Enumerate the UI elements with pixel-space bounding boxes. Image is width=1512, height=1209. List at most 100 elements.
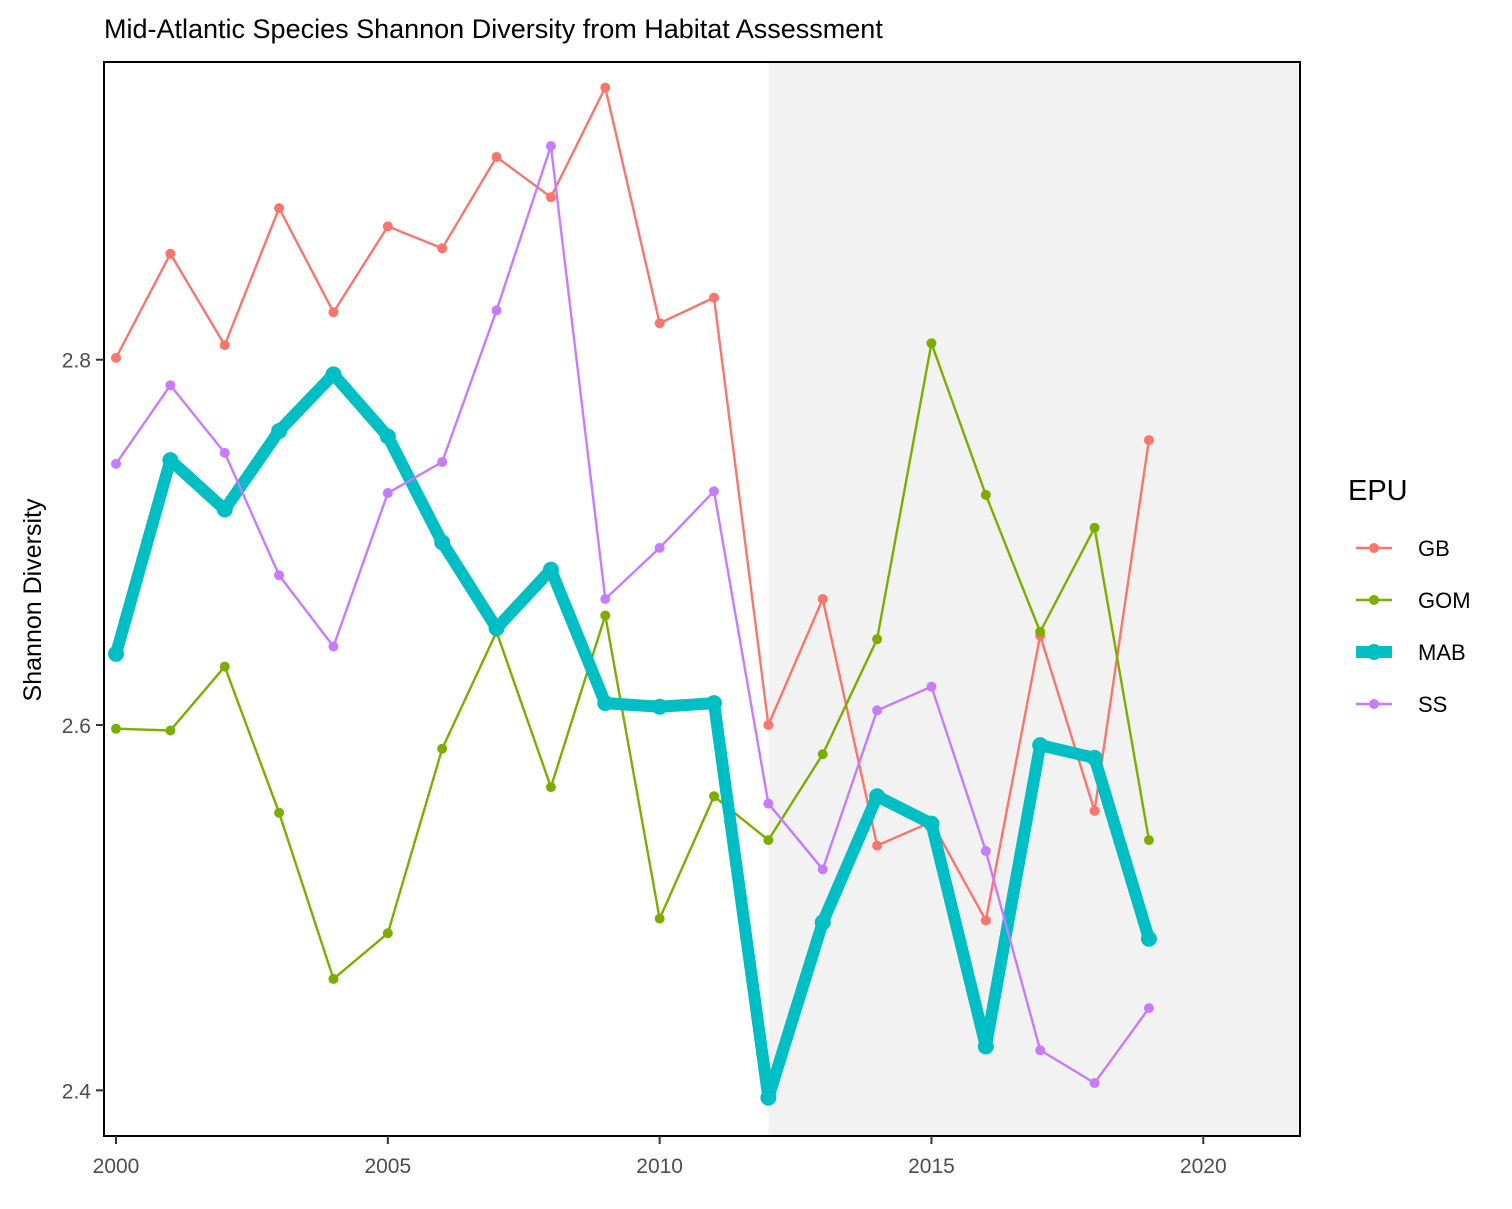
data-point-gb bbox=[763, 720, 774, 731]
data-point-ss bbox=[111, 458, 121, 469]
data-point-mab bbox=[814, 914, 831, 931]
legend-label: MAB bbox=[1418, 640, 1466, 665]
data-point-mab bbox=[271, 422, 288, 439]
data-point-gom bbox=[817, 749, 828, 760]
data-point-ss bbox=[817, 864, 828, 875]
y-axis: 2.4 2.6 2.8 bbox=[62, 350, 104, 1103]
data-point-mab bbox=[542, 561, 559, 578]
data-point-ss bbox=[1035, 1045, 1046, 1056]
data-point-mab bbox=[216, 501, 233, 518]
data-point-ss bbox=[926, 681, 937, 692]
data-point-mab bbox=[108, 645, 124, 662]
x-axis: 2000 2005 2010 2015 2020 bbox=[93, 1136, 1227, 1178]
data-point-ss bbox=[600, 594, 611, 604]
series-line-gom bbox=[114, 342, 1151, 981]
series-line-ss bbox=[114, 144, 1151, 1085]
data-point-mab bbox=[869, 788, 886, 805]
legend-label: SS bbox=[1418, 692, 1447, 717]
data-point-gb bbox=[274, 203, 285, 214]
series-layer bbox=[108, 82, 1157, 1106]
data-point-mab bbox=[706, 695, 722, 712]
legend-key-point bbox=[1369, 699, 1379, 709]
series-ss bbox=[111, 141, 1154, 1089]
data-point-gb bbox=[817, 594, 828, 604]
data-point-gom bbox=[328, 973, 339, 984]
data-point-mab bbox=[488, 620, 505, 637]
data-point-gom bbox=[709, 791, 719, 802]
shaded-projection-region bbox=[768, 62, 1300, 1136]
data-point-gb bbox=[600, 82, 611, 93]
x-tick-label: 2015 bbox=[908, 1155, 955, 1178]
data-point-ss bbox=[1143, 1003, 1154, 1014]
data-point-mab bbox=[977, 1038, 994, 1055]
data-point-gb bbox=[1143, 435, 1154, 446]
data-point-ss bbox=[709, 486, 719, 497]
data-point-gom bbox=[274, 807, 285, 818]
data-point-gom bbox=[545, 782, 556, 793]
data-point-gom bbox=[382, 928, 393, 939]
legend-item-ss: SS bbox=[1356, 692, 1447, 717]
data-point-ss bbox=[382, 488, 393, 499]
data-point-mab bbox=[162, 452, 179, 469]
data-point-mab bbox=[597, 695, 614, 712]
data-point-ss bbox=[763, 798, 774, 809]
data-point-ss bbox=[545, 141, 556, 152]
data-point-ss bbox=[328, 641, 339, 652]
data-point-ss bbox=[491, 305, 502, 316]
legend-item-gom: GOM bbox=[1356, 588, 1471, 613]
data-point-mab bbox=[379, 428, 396, 445]
data-point-gom bbox=[219, 661, 230, 672]
x-tick-label: 2005 bbox=[364, 1155, 411, 1178]
series-line-gb bbox=[114, 86, 1151, 922]
data-point-gb bbox=[872, 840, 883, 851]
data-point-ss bbox=[980, 846, 991, 857]
x-tick-label: 2010 bbox=[636, 1155, 683, 1178]
data-point-gb bbox=[328, 307, 339, 318]
data-point-gom bbox=[763, 835, 774, 846]
data-point-mab bbox=[760, 1089, 777, 1106]
data-point-gb bbox=[111, 352, 121, 363]
data-point-gom bbox=[1089, 522, 1100, 533]
data-point-gb bbox=[491, 151, 502, 162]
data-point-ss bbox=[437, 457, 448, 468]
data-point-gom bbox=[1143, 835, 1154, 846]
data-point-gb bbox=[219, 340, 230, 351]
x-tick-label: 2000 bbox=[93, 1155, 140, 1178]
plot-panel-border bbox=[103, 61, 1301, 1137]
series-line-mab bbox=[110, 368, 1155, 1104]
data-point-gom bbox=[600, 610, 611, 621]
series-gb bbox=[111, 82, 1154, 926]
data-point-gb bbox=[709, 292, 719, 303]
legend-label: GOM bbox=[1418, 588, 1471, 613]
data-point-gb bbox=[382, 221, 393, 232]
y-tick-label: 2.6 bbox=[62, 715, 91, 738]
data-point-ss bbox=[219, 447, 230, 458]
chart-title: Mid-Atlantic Species Shannon Diversity f… bbox=[104, 14, 883, 44]
data-point-gom bbox=[926, 338, 937, 349]
legend-key-point bbox=[1366, 644, 1382, 660]
data-point-gb bbox=[980, 915, 991, 926]
legend: EPU GB GOM MAB SS bbox=[1348, 475, 1471, 717]
data-point-mab bbox=[1086, 749, 1103, 766]
legend-label: GB bbox=[1418, 536, 1450, 561]
plot-area bbox=[103, 61, 1301, 1137]
data-point-gom bbox=[1035, 626, 1046, 637]
data-point-gom bbox=[437, 743, 448, 754]
data-point-gb bbox=[545, 192, 556, 203]
data-point-gom bbox=[872, 634, 883, 645]
data-point-ss bbox=[654, 542, 665, 553]
data-point-mab bbox=[1032, 737, 1049, 754]
data-point-ss bbox=[1089, 1078, 1100, 1089]
legend-title: EPU bbox=[1348, 475, 1408, 507]
data-point-gb bbox=[165, 248, 176, 259]
data-point-gom bbox=[165, 725, 176, 736]
data-point-mab bbox=[923, 815, 940, 832]
data-point-gom bbox=[111, 723, 121, 734]
data-point-ss bbox=[274, 570, 285, 581]
x-tick-label: 2020 bbox=[1180, 1155, 1227, 1178]
data-point-gb bbox=[654, 318, 665, 329]
data-point-ss bbox=[165, 380, 176, 391]
data-point-gb bbox=[1089, 805, 1100, 816]
data-point-gb bbox=[437, 243, 448, 254]
data-point-gom bbox=[654, 913, 665, 924]
